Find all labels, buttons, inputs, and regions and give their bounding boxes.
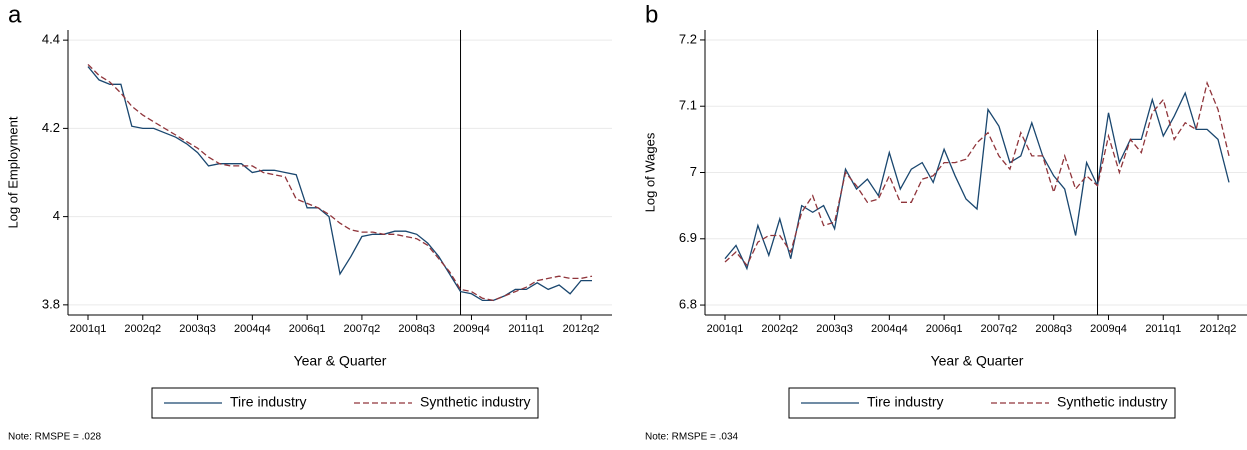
note: Note: RMSPE = .028 bbox=[8, 432, 102, 443]
y-tick-label: 6.9 bbox=[679, 230, 697, 245]
y-tick-label: 3.8 bbox=[42, 296, 60, 311]
y-tick-label: 7.2 bbox=[679, 31, 697, 46]
legend-label: Tire industry bbox=[867, 394, 944, 410]
x-tick-label: 2004q4 bbox=[871, 323, 908, 335]
panel-label: b bbox=[645, 1, 658, 28]
y-axis-label: Log of Wages bbox=[642, 132, 657, 212]
x-tick-label: 2004q4 bbox=[234, 323, 271, 335]
x-tick-label: 2002q2 bbox=[124, 323, 161, 335]
note: Note: RMSPE = .034 bbox=[645, 432, 739, 443]
y-tick-label: 7.1 bbox=[679, 98, 697, 113]
y-tick-label: 4.4 bbox=[42, 32, 60, 47]
y-tick-label: 4.2 bbox=[42, 120, 60, 135]
x-tick-label: 2003q3 bbox=[816, 323, 853, 335]
x-tick-label: 2008q3 bbox=[398, 323, 435, 335]
x-tick-label: 2011q1 bbox=[1145, 323, 1181, 335]
x-axis-label: Year & Quarter bbox=[931, 353, 1024, 369]
x-tick-label: 2007q2 bbox=[344, 323, 381, 335]
series-line bbox=[724, 80, 1230, 267]
x-tick-label: 2006q1 bbox=[289, 323, 326, 335]
legend-label: Synthetic industry bbox=[420, 394, 531, 410]
legend-label: Synthetic industry bbox=[1057, 394, 1168, 410]
panel-label: a bbox=[8, 1, 22, 28]
x-tick-label: 2006q1 bbox=[926, 323, 963, 335]
x-tick-label: 2011q1 bbox=[508, 323, 544, 335]
x-tick-label: 2001q1 bbox=[70, 323, 107, 335]
x-tick-label: 2003q3 bbox=[179, 323, 216, 335]
x-axis-label: Year & Quarter bbox=[294, 353, 387, 369]
x-tick-label: 2002q2 bbox=[761, 323, 798, 335]
x-tick-label: 2012q2 bbox=[563, 323, 600, 335]
y-tick-label: 7 bbox=[690, 164, 697, 179]
series-line bbox=[87, 66, 592, 302]
y-axis-label: Log of Employment bbox=[5, 116, 20, 228]
x-tick-label: 2009q4 bbox=[453, 323, 490, 335]
x-tick-label: 2008q3 bbox=[1035, 323, 1072, 335]
x-tick-label: 2012q2 bbox=[1200, 323, 1237, 335]
x-tick-label: 2009q4 bbox=[1090, 323, 1127, 335]
y-tick-label: 6.8 bbox=[679, 296, 697, 311]
x-tick-label: 2007q2 bbox=[981, 323, 1018, 335]
series-line bbox=[87, 63, 593, 302]
x-tick-label: 2001q1 bbox=[707, 323, 744, 335]
y-tick-label: 4 bbox=[53, 208, 60, 223]
series-line bbox=[724, 91, 1230, 271]
legend-label: Tire industry bbox=[230, 394, 307, 410]
